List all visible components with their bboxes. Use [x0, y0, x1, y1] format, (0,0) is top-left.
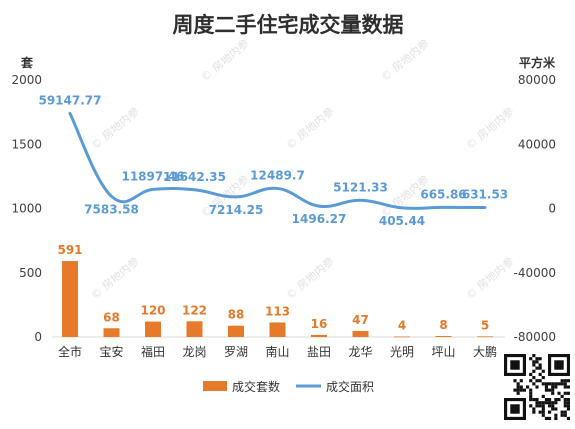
qr-code-image [504, 354, 570, 420]
right-tick-label: -40000 [513, 266, 556, 280]
bar-value-label: 4 [398, 318, 406, 332]
watermark-text: © 房地内参 [88, 254, 142, 302]
line-value-label: 405.44 [379, 214, 425, 228]
bar-value-label: 591 [57, 243, 82, 257]
bar-value-label: 16 [311, 317, 328, 331]
bar-value-label: 8 [439, 318, 447, 332]
watermark-text: © 房地内参 [198, 36, 252, 84]
line-value-label: 665.86 [420, 187, 466, 201]
legend-label-bar: 成交套数 [232, 379, 280, 394]
bar [352, 330, 369, 337]
category-label: 福田 [141, 344, 165, 359]
bar-value-label: 113 [265, 304, 290, 318]
left-tick-label: 0 [34, 330, 42, 344]
bar [103, 328, 120, 337]
legend-swatch-bar [203, 381, 227, 391]
line-value-label: 7583.58 [84, 202, 139, 216]
watermark-text: © 房地内参 [463, 104, 517, 152]
legend-label-line: 成交面积 [326, 379, 374, 394]
bar-data-labels: 591 68 120 122 88 113 16 47 4 8 5 [57, 243, 489, 332]
left-tick-label: 1000 [11, 202, 42, 216]
line-value-label: 1496.27 [292, 212, 347, 226]
right-tick-label: -80000 [513, 330, 556, 344]
bar-value-label: 5 [481, 318, 489, 332]
category-label: 光明 [390, 345, 414, 359]
category-label: 龙岗 [182, 345, 206, 359]
category-label: 南山 [265, 344, 289, 359]
watermark-text: © 房地内参 [463, 254, 517, 302]
watermark-text: © 房地内参 [378, 36, 432, 84]
bar [435, 335, 452, 337]
category-label: 宝安 [99, 344, 123, 359]
category-label: 坪山 [431, 345, 455, 359]
category-labels: 全市 宝安 福田 龙岗 罗湖 南山 盐田 龙华 光明 坪山 大鹏 [58, 344, 497, 359]
category-label: 大鹏 [473, 345, 497, 359]
watermark-text: © 房地内参 [88, 104, 142, 152]
line-value-label: 7214.25 [209, 203, 264, 217]
watermark-text: © 房地内参 [283, 104, 337, 152]
category-label: 盐田 [307, 345, 331, 359]
bar-value-label: 122 [182, 303, 207, 317]
left-axis-ticks: 0 500 1000 1500 2000 [11, 73, 42, 344]
right-tick-label: 40000 [518, 137, 556, 151]
category-label: 罗湖 [224, 344, 248, 359]
right-axis-ticks: -80000 -40000 0 40000 80000 [513, 73, 556, 344]
left-tick-label: 500 [19, 266, 42, 280]
bar [186, 321, 203, 337]
right-tick-label: 80000 [518, 73, 556, 87]
bar-value-label: 88 [228, 308, 245, 322]
chart-title: 周度二手住宅成交量数据 [173, 13, 404, 37]
line-series-path [68, 111, 487, 210]
bar-value-label: 120 [140, 304, 165, 318]
line-value-label: 11897.46 [121, 169, 184, 183]
right-tick-label: 0 [548, 202, 556, 216]
line-value-label: 59147.77 [38, 93, 101, 107]
watermark-text: © 房地内参 [283, 254, 337, 302]
bar [477, 336, 493, 338]
bar-value-label: 68 [103, 310, 120, 324]
category-label: 全市 [58, 344, 82, 359]
line-value-label: 5121.33 [333, 180, 388, 194]
line-value-label: 11642.35 [163, 170, 226, 184]
category-label: 龙华 [348, 345, 372, 359]
left-tick-label: 1500 [11, 137, 42, 151]
bar [311, 334, 327, 337]
bar [269, 322, 286, 337]
right-axis-unit: 平方米 [519, 55, 556, 70]
bar [145, 321, 161, 337]
left-tick-label: 2000 [11, 73, 42, 87]
bar-value-label: 47 [352, 313, 369, 327]
bar [394, 336, 410, 338]
line-value-label: 631.53 [462, 187, 508, 201]
bar [228, 325, 244, 337]
bar-series [62, 261, 493, 338]
bar [62, 261, 78, 337]
legend: 成交套数 成交面积 [203, 379, 374, 394]
left-axis-unit: 套 [20, 55, 34, 70]
line-value-label: 12489.7 [250, 168, 305, 182]
